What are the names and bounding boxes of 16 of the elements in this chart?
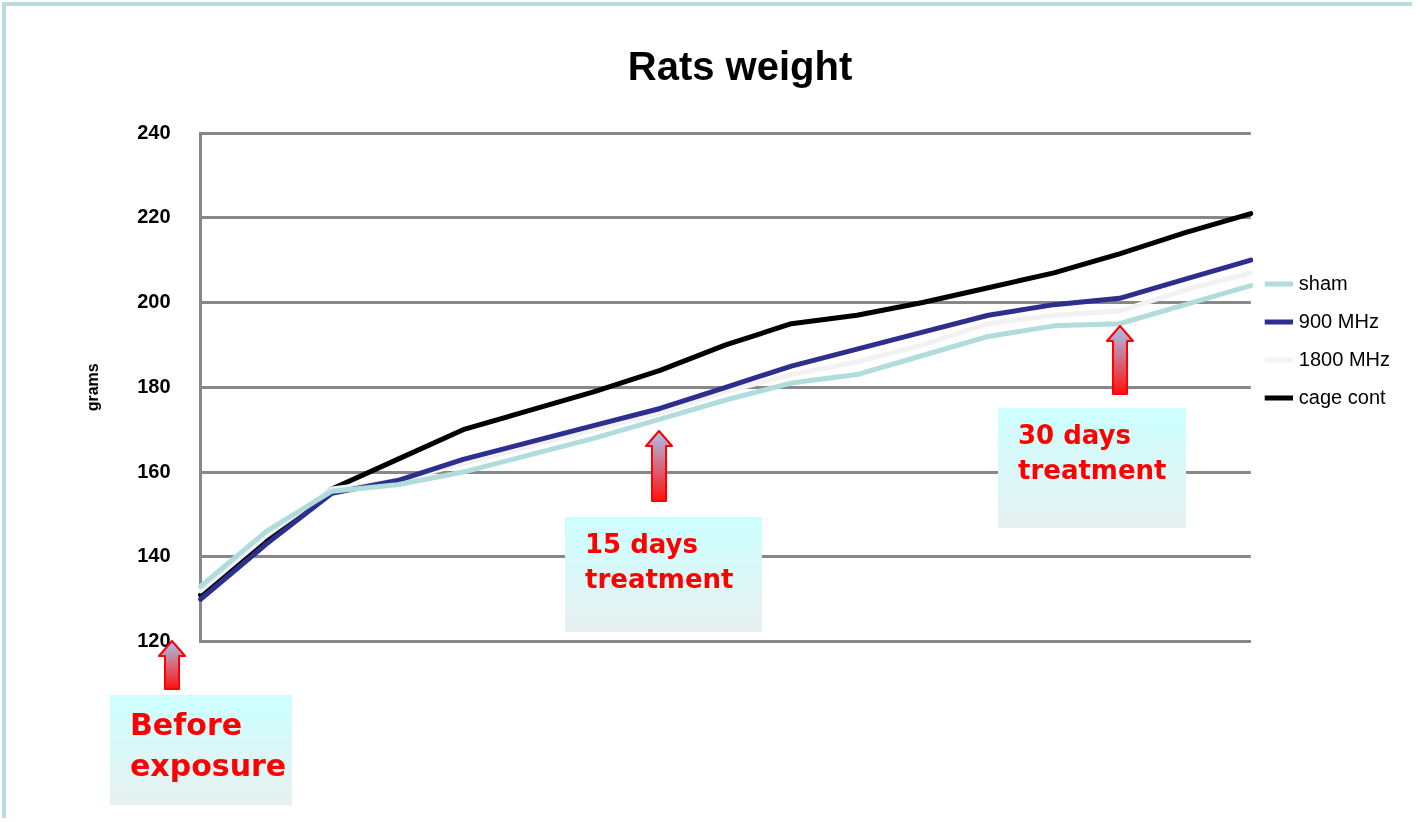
y-tick-label: 160 <box>137 459 171 482</box>
y-axis-title: grams <box>84 363 102 412</box>
legend-label: sham <box>1298 271 1348 294</box>
y-tick-label: 120 <box>137 629 171 652</box>
chart-title: Rats weight <box>627 44 853 89</box>
text: Before exposure <box>110 695 292 805</box>
legend-label: 900 MHz <box>1298 309 1379 332</box>
y-tick-label: 220 <box>137 205 171 228</box>
y-tick-label: 140 <box>137 544 171 567</box>
legend-label: 1800 MHz <box>1298 347 1390 370</box>
annotation: 30 days treatment <box>998 408 1186 528</box>
annotation: 15 days treatment <box>565 517 762 632</box>
y-tick-label: 200 <box>137 290 171 313</box>
y-tick-label: 180 <box>137 374 171 397</box>
legend-label: cage cont <box>1298 385 1387 408</box>
y-tick-label: 240 <box>137 120 171 143</box>
